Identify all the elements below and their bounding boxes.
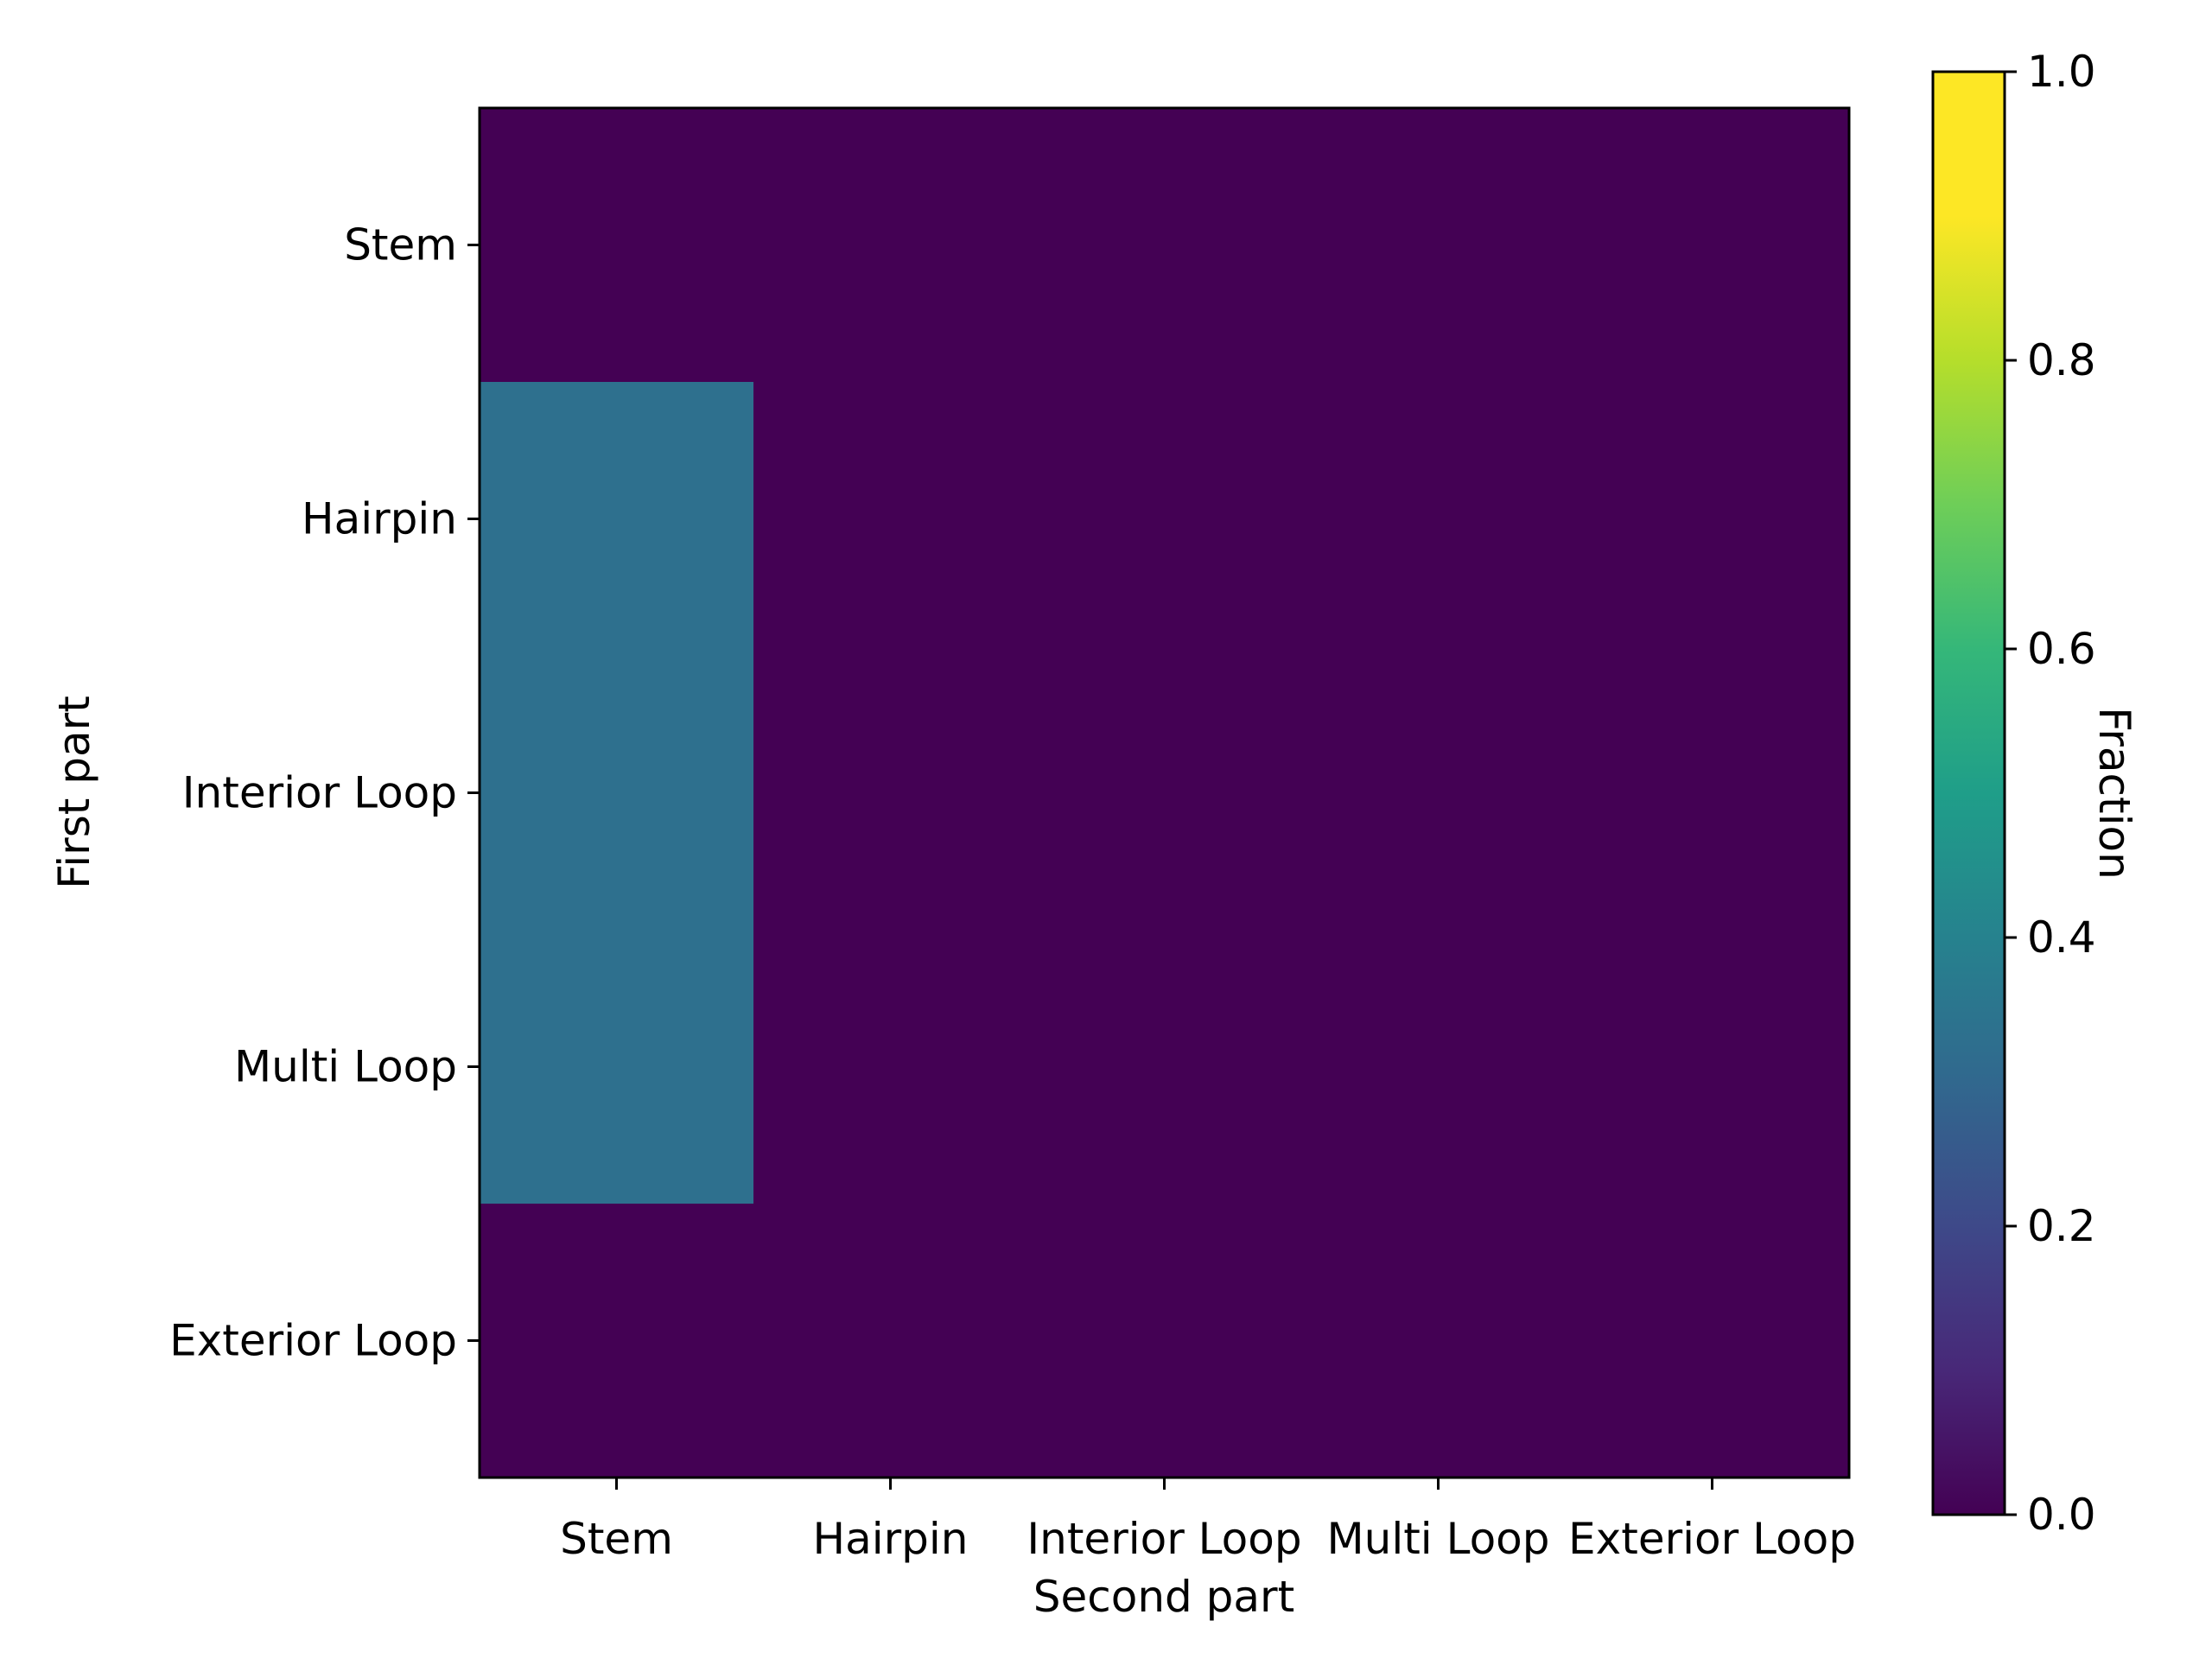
heatmap-cell [1575,930,1850,1205]
x-tick-label: Interior Loop [1027,1514,1301,1564]
heatmap-cell [1301,930,1576,1205]
heatmap-cell [1575,382,1850,657]
colorbar-tick-label: 0.2 [2027,1201,2096,1251]
y-axis-label: First part [49,696,99,889]
heatmap-cell [480,382,754,657]
colorbar [1931,70,2006,1516]
x-tick-label: Multi Loop [1326,1514,1549,1564]
heatmap-cell [753,108,1028,383]
heatmap-cells [480,108,1850,1478]
heatmap-cell [1301,1204,1576,1478]
heatmap-cell [753,930,1028,1205]
x-tick-label: Stem [560,1514,673,1564]
heatmap-cell [480,656,754,931]
y-axis-ticks: Stem Hairpin Interior Loop Multi Loop Exteri… [169,220,480,1366]
colorbar-tick-label: 0.4 [2027,912,2096,963]
colorbar-tick-label: 1.0 [2027,47,2096,97]
y-tick-label: Interior Loop [182,768,457,818]
heatmap-cell [1301,382,1576,657]
heatmap-cell [480,108,754,383]
colorbar-tick-label: 0.8 [2027,335,2096,385]
x-axis-ticks: Stem Hairpin Interior Loop Multi Loop Exteri… [560,1478,1856,1564]
x-tick-label: Hairpin [812,1514,968,1564]
colorbar-ticks: 0.0 0.2 0.4 0.6 0.8 1.0 [2005,47,2096,1540]
y-tick-label: Hairpin [302,494,457,544]
x-axis-label: Second part [1033,1572,1294,1622]
heatmap-cell [1301,108,1576,383]
heatmap-cell [480,1204,754,1478]
heatmap-cell [480,930,754,1205]
heatmap-cell [1027,382,1302,657]
y-tick-label: Stem [344,220,457,270]
heatmap-cell [1575,656,1850,931]
colorbar-tick-label: 0.0 [2027,1490,2096,1540]
heatmap-cell [1027,1204,1302,1478]
y-tick-label: Exterior Loop [169,1316,457,1366]
heatmap-cell [753,656,1028,931]
heatmap-cell [1575,108,1850,383]
x-tick-label: Exterior Loop [1568,1514,1856,1564]
heatmap-cell [1301,656,1576,931]
heatmap-cell [1575,1204,1850,1478]
heatmap-cell [753,382,1028,657]
colorbar-tick-label: 0.6 [2027,624,2096,674]
heatmap-cell [753,1204,1028,1478]
heatmap-cell [1027,656,1302,931]
y-tick-label: Multi Loop [234,1042,457,1092]
heatmap-cell [1027,930,1302,1205]
colorbar-label: Fraction [2089,707,2139,880]
heatmap-cell [1027,108,1302,383]
